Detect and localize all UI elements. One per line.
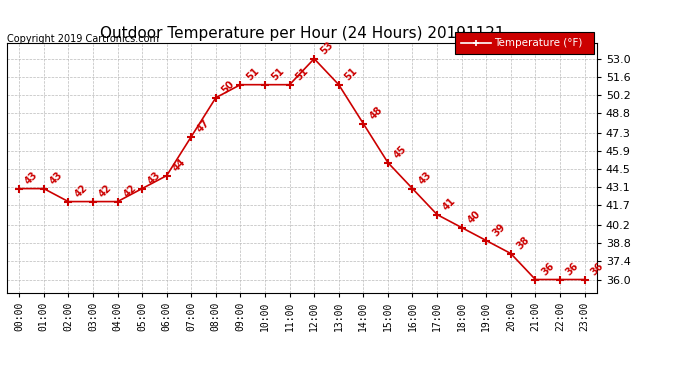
Text: 43: 43 — [23, 170, 40, 186]
Text: 51: 51 — [343, 66, 359, 82]
Text: 50: 50 — [220, 79, 237, 96]
Title: Outdoor Temperature per Hour (24 Hours) 20191121: Outdoor Temperature per Hour (24 Hours) … — [99, 26, 504, 40]
Text: 36: 36 — [589, 261, 605, 278]
Text: 39: 39 — [491, 222, 507, 238]
Text: 36: 36 — [540, 261, 556, 278]
FancyBboxPatch shape — [455, 32, 594, 54]
Text: 51: 51 — [269, 66, 286, 82]
Text: 41: 41 — [441, 196, 458, 212]
Text: 42: 42 — [97, 183, 114, 200]
Text: 44: 44 — [171, 157, 188, 174]
Text: 43: 43 — [48, 170, 65, 186]
Text: 42: 42 — [121, 183, 138, 200]
Text: 42: 42 — [72, 183, 89, 200]
Text: 47: 47 — [195, 118, 212, 135]
Text: 53: 53 — [318, 40, 335, 57]
Text: 51: 51 — [294, 66, 310, 82]
Text: 43: 43 — [417, 170, 433, 186]
Text: 48: 48 — [368, 105, 384, 122]
Text: 36: 36 — [564, 261, 581, 278]
Text: 51: 51 — [244, 66, 262, 82]
Text: 38: 38 — [515, 235, 532, 251]
Text: Temperature (°F): Temperature (°F) — [493, 38, 582, 48]
Text: 45: 45 — [392, 144, 408, 160]
Text: 40: 40 — [466, 209, 482, 225]
Text: Copyright 2019 Cartronics.com: Copyright 2019 Cartronics.com — [7, 34, 159, 44]
Text: 43: 43 — [146, 170, 163, 186]
